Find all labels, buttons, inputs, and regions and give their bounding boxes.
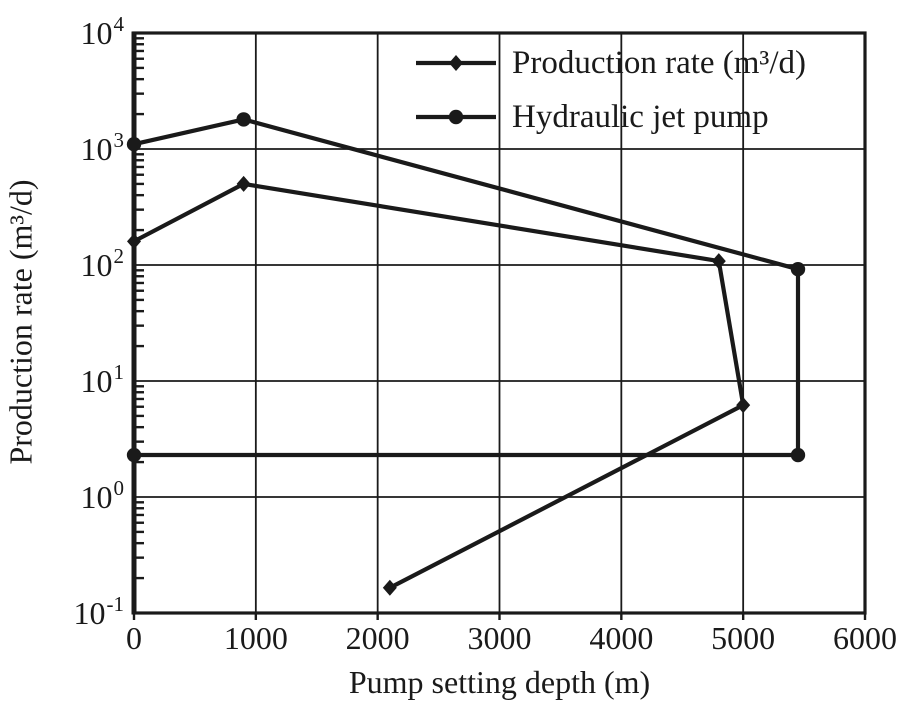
series-line-0 (131, 181, 746, 590)
legend-item-hydraulic-jet-pump: Hydraulic jet pump (414, 90, 806, 144)
y-tick-label-1e3: 103 (81, 128, 125, 167)
y-tick-label-1e1: 101 (81, 360, 125, 399)
x-tick-label-5000: 5000 (711, 620, 775, 656)
marker-diamond (736, 397, 751, 414)
y-tick-label-1e2: 102 (81, 244, 125, 283)
y-tick-label-1e-1: 10-1 (74, 592, 125, 631)
x-tick-label-2000: 2000 (346, 620, 410, 656)
legend-item-production-rate: Production rate (m³/d) (414, 36, 806, 90)
marker-circle (790, 447, 806, 463)
legend: Production rate (m³/d) Hydraulic jet pum… (414, 36, 806, 144)
x-axis-title: Pump setting depth (m) (348, 664, 651, 700)
legend-label-production-rate: Production rate (m³/d) (512, 44, 806, 81)
x-tick-label-4000: 4000 (589, 620, 653, 656)
circle-line-sample-icon (416, 109, 496, 125)
x-tick-label-1000: 1000 (224, 620, 288, 656)
y-axis-title: Production rate (m³/d) (2, 179, 39, 465)
x-tick-label-3000: 3000 (468, 620, 532, 656)
marker-circle (126, 447, 142, 463)
marker-diamond (236, 175, 251, 192)
marker-diamond (382, 579, 397, 596)
legend-label-hydraulic-jet-pump: Hydraulic jet pump (512, 98, 769, 135)
marker-circle (790, 262, 806, 277)
x-tick-label-6000: 6000 (833, 620, 897, 656)
x-tick-label-0: 0 (126, 620, 142, 656)
diamond-line-sample-icon (416, 55, 496, 71)
series-line-1 (131, 117, 801, 458)
marker-circle (126, 136, 142, 152)
y-tick-label-1e4: 104 (81, 12, 125, 51)
marker-diamond (711, 253, 726, 270)
marker-diamond (127, 233, 141, 250)
marker-circle (236, 112, 251, 127)
y-tick-label-1e0: 100 (81, 476, 125, 515)
